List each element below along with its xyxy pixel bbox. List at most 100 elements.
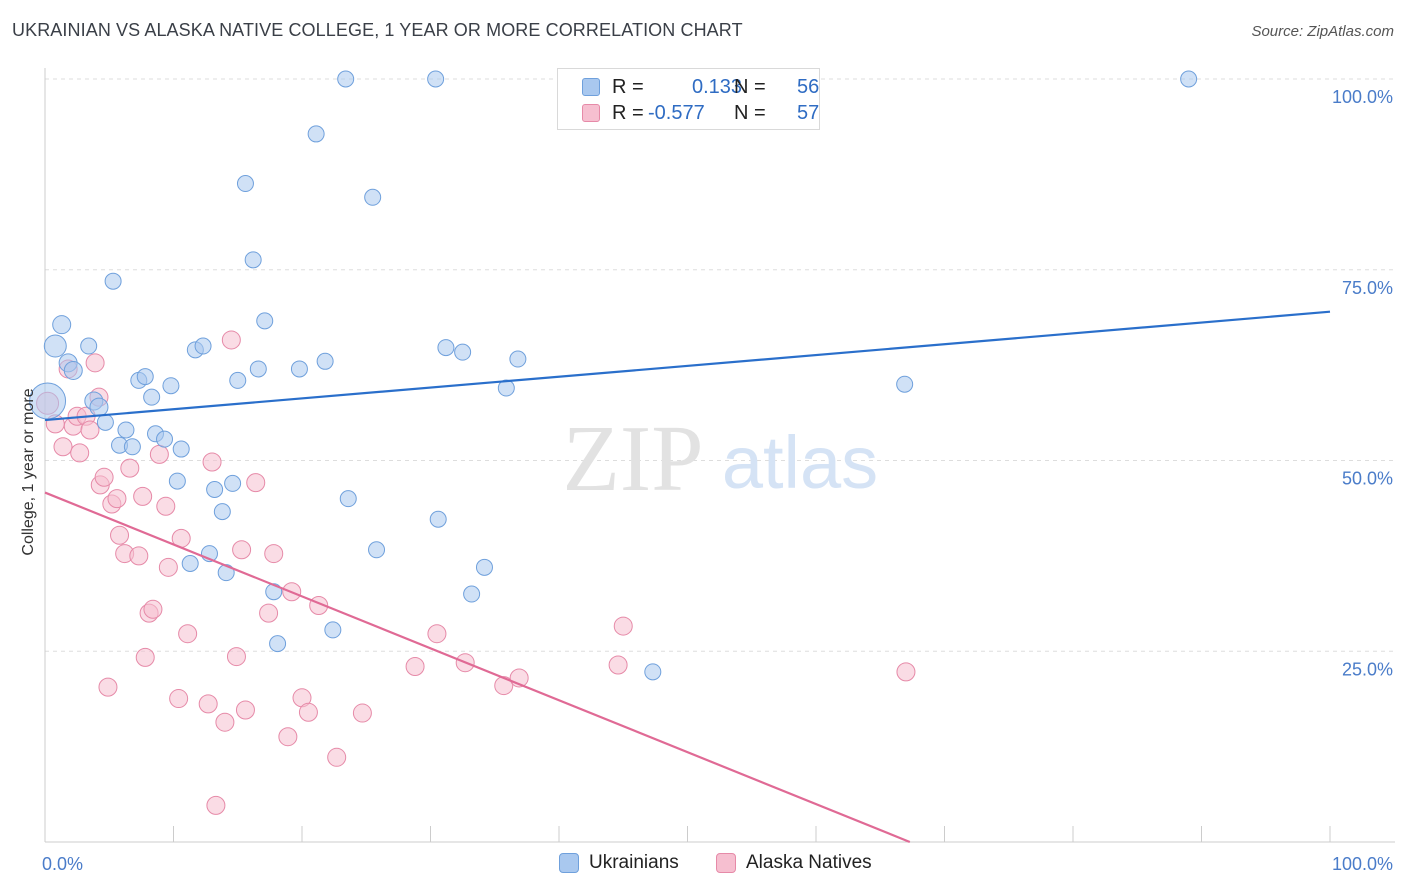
ukrainian-point	[156, 430, 174, 448]
ukrainian-point	[324, 621, 342, 639]
alaska-native-point	[613, 616, 633, 636]
alaska-native-point	[226, 647, 246, 667]
legend-label-ukrainians: Ukrainians	[589, 852, 679, 873]
ukrainian-point	[509, 350, 527, 368]
correlation-legend: R = 0.133 N = 56 R = -0.577 N = 57	[557, 68, 820, 130]
source-label: Source: ZipAtlas.com	[1251, 23, 1394, 40]
ukrainian-point	[89, 397, 109, 417]
alaska-native-point	[494, 676, 514, 696]
gridlines	[45, 78, 1395, 652]
alaska-native-point	[405, 657, 425, 677]
alaska-native-point	[94, 467, 114, 487]
ukrainian-point	[290, 360, 308, 378]
alaska-native-point	[70, 443, 90, 463]
alaska-native-point	[232, 540, 252, 560]
legend-r-label: R =	[612, 101, 644, 124]
ukrainian-point	[454, 343, 472, 361]
ukrainian-point	[96, 413, 114, 431]
ukrainian-point	[117, 421, 135, 439]
watermark-atlas: atlas	[722, 421, 878, 504]
ukrainian-point	[206, 480, 224, 498]
ukrainian-point	[63, 360, 83, 380]
alaska-native-point	[110, 525, 130, 545]
y-tick-label: 75.0%	[1342, 278, 1393, 298]
alaska-native-point	[352, 703, 372, 723]
alaska-native-point	[149, 444, 169, 464]
ukrainian-point	[427, 70, 445, 88]
y-tick-label: 100.0%	[1332, 87, 1393, 107]
alaska-native-point	[278, 727, 298, 747]
alaska-native-point	[107, 489, 127, 509]
ukrainian-point	[136, 368, 154, 386]
alaska-native-point	[215, 712, 235, 732]
ukrainian-point	[316, 352, 334, 370]
alaska-native-point	[298, 702, 318, 722]
ukrainian-point	[475, 558, 493, 576]
alaska-native-point	[80, 420, 100, 440]
ukrainian-point	[236, 175, 254, 193]
ukrainian-point	[168, 472, 186, 490]
legend-n-label: N =	[734, 101, 766, 124]
blue-points	[29, 70, 1198, 681]
ukrainians-trend-line	[44, 310, 1331, 422]
alaska-native-point	[143, 599, 163, 619]
ukrainian-point	[364, 188, 382, 206]
x-tick-label: 100.0%	[1332, 854, 1393, 874]
y-tick-labels: 25.0% 50.0% 75.0% 100.0%	[1332, 87, 1393, 679]
alaska-native-point	[158, 557, 178, 577]
watermark: ZIP atlas	[563, 407, 879, 511]
ukrainian-point	[181, 555, 199, 573]
alaska-native-point	[178, 624, 198, 644]
alaska-native-point	[85, 353, 105, 373]
ukrainian-point	[52, 315, 72, 335]
ukrainian-point	[104, 272, 122, 290]
ukrainian-point	[497, 379, 515, 397]
ukrainian-point	[437, 339, 455, 357]
ukrainian-point	[143, 388, 161, 406]
ukrainian-point	[43, 334, 67, 358]
y-axis-label: College, 1 year or more	[20, 388, 37, 555]
alaska-native-point	[198, 694, 218, 714]
legend-n-value: 57	[797, 101, 820, 124]
legend-r-value: 0.133	[692, 75, 743, 98]
ukrainian-point	[896, 375, 914, 393]
alaska-natives-trend-line	[44, 491, 911, 844]
legend-item-alaska-natives[interactable]: Alaska Natives	[716, 852, 872, 874]
alaska-native-point	[235, 700, 255, 720]
alaska-native-point	[896, 662, 916, 682]
alaska-native-point	[98, 677, 118, 697]
ukrainian-point	[213, 503, 231, 521]
pink-points	[36, 330, 916, 815]
ukrainian-point	[368, 541, 386, 559]
axes	[44, 68, 1395, 843]
legend-item-ukrainians[interactable]: Ukrainians	[559, 852, 679, 874]
alaska-native-point	[221, 330, 241, 350]
legend-label-alaska-natives: Alaska Natives	[746, 852, 872, 873]
ukrainian-point	[307, 125, 325, 143]
y-tick-label: 50.0%	[1342, 469, 1393, 489]
alaska-native-point	[169, 689, 189, 709]
ukrainian-point	[269, 635, 287, 653]
watermark-zip: ZIP	[563, 407, 704, 511]
legend-n-value: 56	[797, 75, 820, 98]
alaska-native-point	[264, 544, 284, 564]
ukrainian-point	[194, 337, 212, 355]
legend-r-value: -0.577	[648, 101, 705, 124]
swatch-alaska-natives	[716, 853, 736, 873]
legend-swatch-pink	[582, 104, 600, 122]
alaska-native-point	[206, 795, 226, 815]
ukrainian-point	[463, 585, 481, 603]
ukrainian-point	[244, 251, 262, 269]
ukrainian-point	[249, 360, 267, 378]
alaska-native-point	[327, 747, 347, 767]
trend-lines	[44, 310, 1331, 844]
ukrainian-point	[429, 510, 447, 528]
alaska-native-point	[120, 458, 140, 478]
alaska-native-point	[156, 496, 176, 516]
ukrainian-point	[224, 474, 242, 492]
alaska-native-point	[133, 486, 153, 506]
alaska-native-point	[259, 603, 279, 623]
ukrainian-point	[256, 312, 274, 330]
ukrainian-point	[1180, 70, 1198, 88]
